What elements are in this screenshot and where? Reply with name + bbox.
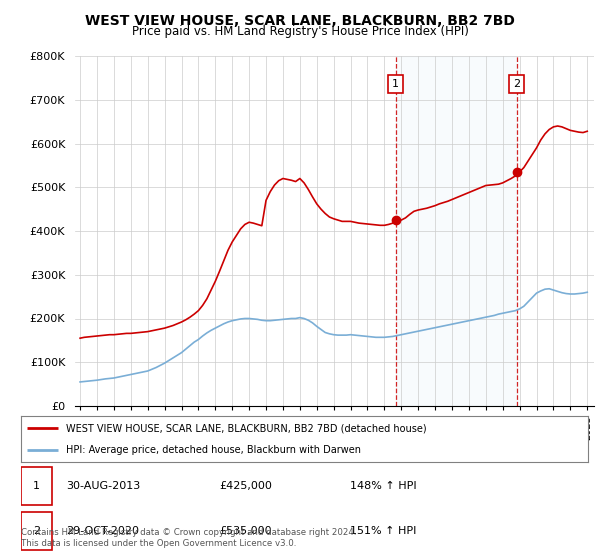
Text: 1: 1 [392,79,399,89]
Bar [395,56,517,406]
Text: Contains HM Land Registry data © Crown copyright and database right 2024.
This d: Contains HM Land Registry data © Crown c… [21,528,356,548]
Text: 29-OCT-2020: 29-OCT-2020 [67,526,139,535]
Text: Price paid vs. HM Land Registry's House Price Index (HPI): Price paid vs. HM Land Registry's House … [131,25,469,38]
Text: 2: 2 [513,79,520,89]
FancyBboxPatch shape [21,512,52,549]
Text: WEST VIEW HOUSE, SCAR LANE, BLACKBURN, BB2 7BD (detached house): WEST VIEW HOUSE, SCAR LANE, BLACKBURN, B… [67,423,427,433]
FancyBboxPatch shape [21,467,52,505]
Text: 30-AUG-2013: 30-AUG-2013 [67,481,140,491]
Text: 148% ↑ HPI: 148% ↑ HPI [350,481,416,491]
Text: 2: 2 [33,526,40,535]
Text: WEST VIEW HOUSE, SCAR LANE, BLACKBURN, BB2 7BD: WEST VIEW HOUSE, SCAR LANE, BLACKBURN, B… [85,14,515,28]
Text: HPI: Average price, detached house, Blackburn with Darwen: HPI: Average price, detached house, Blac… [67,445,361,455]
Text: 1: 1 [33,481,40,491]
Text: £425,000: £425,000 [220,481,272,491]
Text: £535,000: £535,000 [220,526,272,535]
Text: 151% ↑ HPI: 151% ↑ HPI [350,526,416,535]
